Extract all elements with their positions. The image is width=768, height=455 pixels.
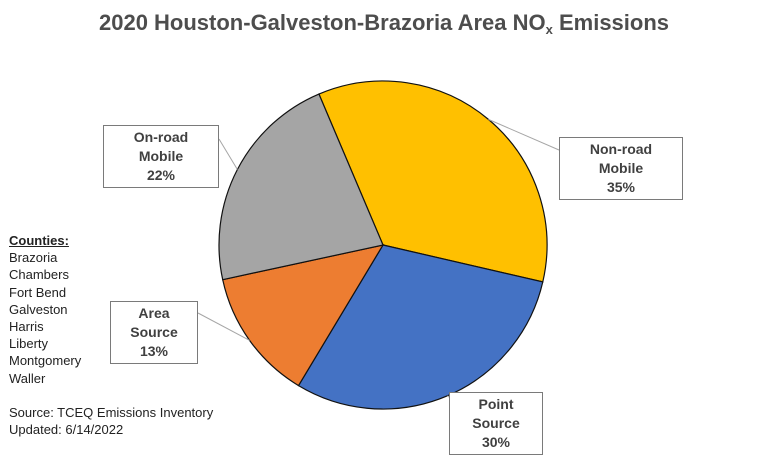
title-main: 2020 Houston-Galveston-Brazoria Area NO	[98, 10, 546, 35]
leader-line	[488, 118, 560, 151]
label-value: 22%	[146, 167, 176, 183]
source-note: Source: TCEQ Emissions Inventory Updated…	[9, 404, 213, 438]
pie-slice-non-road-mobile	[318, 80, 548, 283]
source-line: Source: TCEQ Emissions Inventory	[9, 405, 214, 420]
chart-title: 2020 Houston-Galveston-Brazoria Area NOx…	[0, 10, 768, 37]
county-item: Liberty	[9, 336, 49, 352]
county-item: Waller	[9, 370, 46, 386]
county-item: Chambers	[9, 267, 69, 283]
label-on-road-mobile: On-road Mobile 22%	[103, 125, 219, 188]
label-name: On-road Mobile	[133, 129, 189, 164]
pie-slice-point-source	[297, 244, 544, 410]
leader-line	[446, 395, 450, 398]
label-non-road-mobile: Non-road Mobile 35%	[559, 137, 683, 200]
leader-line	[218, 138, 238, 170]
leader-line	[197, 312, 250, 341]
updated-line: Updated: 6/14/2022	[9, 422, 124, 438]
counties-list: Counties: Brazoria Chambers Fort Bend Ga…	[9, 232, 81, 387]
label-name: Point Source	[472, 396, 520, 431]
county-item: Fort Bend	[9, 284, 67, 300]
label-value: 13%	[139, 343, 169, 359]
title-subscript: x	[545, 22, 553, 37]
county-item: Brazoria	[9, 250, 58, 266]
title-suffix: Emissions	[552, 10, 670, 35]
label-area-source: Area Source 13%	[110, 301, 198, 364]
label-value: 35%	[606, 179, 636, 195]
label-point-source: Point Source 30%	[449, 392, 543, 455]
label-name: Area Source	[130, 305, 178, 340]
counties-heading: Counties:	[9, 233, 69, 248]
pie-slice-area-source	[221, 244, 385, 387]
county-item: Galveston	[9, 301, 68, 317]
county-item: Harris	[9, 319, 44, 335]
label-value: 30%	[481, 434, 511, 450]
county-item: Montgomery	[9, 353, 82, 369]
label-name: Non-road Mobile	[589, 141, 653, 176]
